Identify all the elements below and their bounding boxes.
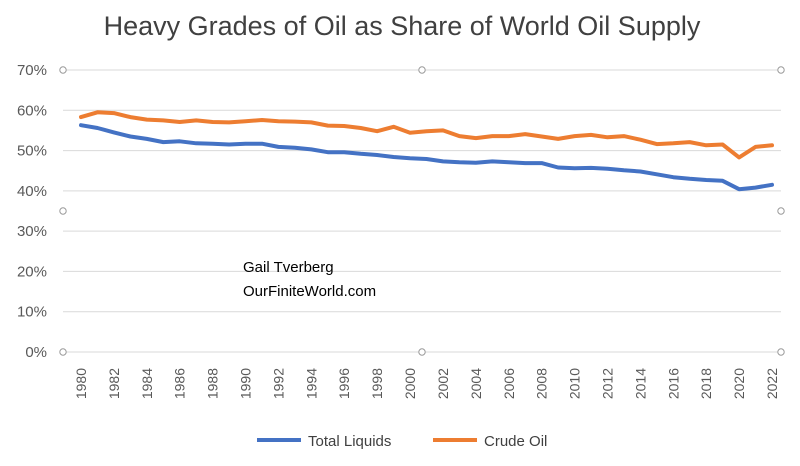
x-tick-label: 1980 xyxy=(73,368,89,399)
series-line-crude-oil xyxy=(79,110,774,160)
x-tick-label: 1986 xyxy=(172,368,188,399)
x-tick-label: 2002 xyxy=(435,368,451,399)
x-tick-label: 2000 xyxy=(402,368,418,399)
x-axis-ticks: 1980 1982 1984 1986 1988 1990 1992 1994 1996 1998… xyxy=(73,368,780,399)
x-tick-label: 1988 xyxy=(205,368,221,399)
y-tick-label: 0% xyxy=(25,344,47,361)
x-tick-label: 1982 xyxy=(106,368,122,399)
x-tick-label: 2010 xyxy=(567,368,583,399)
x-tick-label: 2006 xyxy=(501,368,517,399)
resize-handle[interactable] xyxy=(59,348,67,356)
x-tick-label: 1990 xyxy=(238,368,254,399)
series-line-total-liquids xyxy=(79,123,774,192)
legend-label-total-liquids: Total Liquids xyxy=(308,433,391,450)
resize-handle[interactable] xyxy=(777,207,785,215)
y-tick-label: 70% xyxy=(17,62,47,79)
series-lines xyxy=(79,110,774,192)
x-tick-label: 2020 xyxy=(731,368,747,399)
x-tick-label: 2014 xyxy=(632,368,648,399)
x-tick-label: 1998 xyxy=(369,368,385,399)
y-axis-ticks: 0% 10% 20% 30% 40% 50% 60% 70% xyxy=(17,62,47,361)
x-tick-label: 1996 xyxy=(336,368,352,399)
y-tick-label: 60% xyxy=(17,102,47,119)
annotation-author: Gail Tverberg xyxy=(243,259,334,276)
annotation-website: OurFiniteWorld.com xyxy=(243,283,376,300)
legend-label-crude-oil: Crude Oil xyxy=(484,433,547,450)
resize-handle[interactable] xyxy=(59,207,67,215)
y-tick-label: 50% xyxy=(17,143,47,160)
x-tick-label: 1984 xyxy=(139,368,155,399)
y-tick-label: 10% xyxy=(17,304,47,321)
y-tick-label: 40% xyxy=(17,183,47,200)
x-tick-label: 1992 xyxy=(270,368,286,399)
x-tick-label: 2022 xyxy=(764,368,780,399)
resize-handle[interactable] xyxy=(777,348,785,356)
resize-handle[interactable] xyxy=(418,66,426,74)
x-tick-label: 2004 xyxy=(468,368,484,399)
y-tick-label: 30% xyxy=(17,223,47,240)
x-tick-label: 1994 xyxy=(303,368,319,399)
resize-handle[interactable] xyxy=(418,348,426,356)
x-tick-label: 2008 xyxy=(534,368,550,399)
resize-handle[interactable] xyxy=(777,66,785,74)
chart-area-resize-handles[interactable] xyxy=(59,66,785,356)
chart-title: Heavy Grades of Oil as Share of World Oi… xyxy=(104,11,701,41)
legend: Total Liquids Crude Oil xyxy=(257,433,547,450)
x-tick-label: 2018 xyxy=(698,368,714,399)
x-tick-label: 2012 xyxy=(599,368,615,399)
resize-handle[interactable] xyxy=(59,66,67,74)
y-tick-label: 20% xyxy=(17,263,47,280)
gridlines xyxy=(63,69,781,353)
x-tick-label: 2016 xyxy=(665,368,681,399)
